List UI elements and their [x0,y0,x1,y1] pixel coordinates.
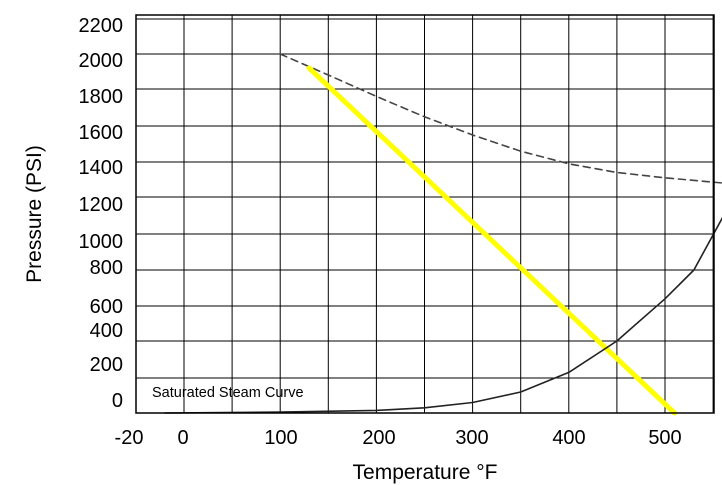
y-tick-label: 400 [90,320,123,342]
x-tick-label: 300 [455,427,488,449]
y-tick-label: 1800 [79,86,124,108]
x-tick-labels: -20 0 100 200 300 400 500 [115,427,682,449]
saturated-steam-curve [164,216,722,414]
saturated-steam-curve-label: Saturated Steam Curve [152,385,304,401]
x-tick-label: 500 [648,427,681,449]
y-tick-label: 1200 [79,194,124,216]
x-tick-label: 100 [264,427,297,449]
x-tick-label: -20 [115,427,144,449]
y-tick-label: 200 [90,354,123,376]
plot-frame [135,14,715,414]
x-tick-label: 200 [362,427,395,449]
y-tick-label: 2200 [79,15,124,37]
y-tick-label: 1600 [79,122,124,144]
y-tick-label: 0 [112,390,123,412]
y-tick-label: 1400 [79,157,124,179]
y-tick-label: 2000 [79,50,124,72]
y-axis-title: Pressure (PSI) [23,145,46,283]
dashed-limit-curve [279,53,722,184]
x-tick-label: 400 [552,427,585,449]
y-tick-label: 800 [90,257,123,279]
grid [136,15,714,413]
x-axis-title: Temperature °F [353,461,498,484]
y-tick-label: 600 [90,296,123,318]
series-group [164,53,722,416]
yellow-operating-line [306,65,678,416]
y-tick-label: 1000 [79,231,124,253]
x-tick-label: 0 [177,427,188,449]
